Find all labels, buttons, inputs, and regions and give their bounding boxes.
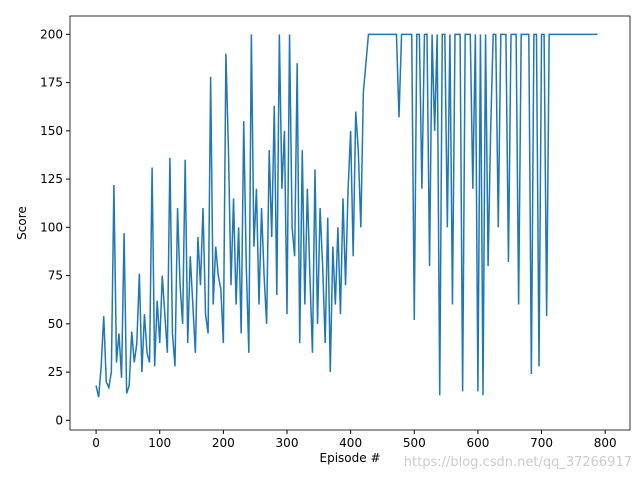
x-tick-label: 0 [92, 436, 100, 450]
watermark: https://blog.csdn.net/qq_37266917 [404, 455, 632, 470]
x-tick-label: 200 [212, 436, 235, 450]
y-tick-label: 100 [40, 220, 63, 234]
y-tick-label: 75 [48, 269, 63, 283]
x-axis-label: Episode # [320, 451, 381, 465]
y-tick-label: 150 [40, 124, 63, 138]
y-tick-label: 175 [40, 76, 63, 90]
y-tick-label: 125 [40, 172, 63, 186]
x-tick-label: 300 [276, 436, 299, 450]
x-tick-label: 700 [530, 436, 553, 450]
data-line [95, 33, 598, 398]
x-tick-label: 100 [148, 436, 171, 450]
x-tick-label: 600 [466, 436, 489, 450]
x-tick-label: 400 [339, 436, 362, 450]
y-tick-label: 50 [48, 317, 63, 331]
y-tick-label: 25 [48, 365, 63, 379]
y-tick-label: 200 [40, 27, 63, 41]
x-tick-label: 500 [403, 436, 426, 450]
y-tick-label: 0 [55, 413, 63, 427]
y-axis-label: Score [15, 206, 29, 240]
plot-frame [69, 15, 631, 431]
x-tick-label: 800 [594, 436, 617, 450]
